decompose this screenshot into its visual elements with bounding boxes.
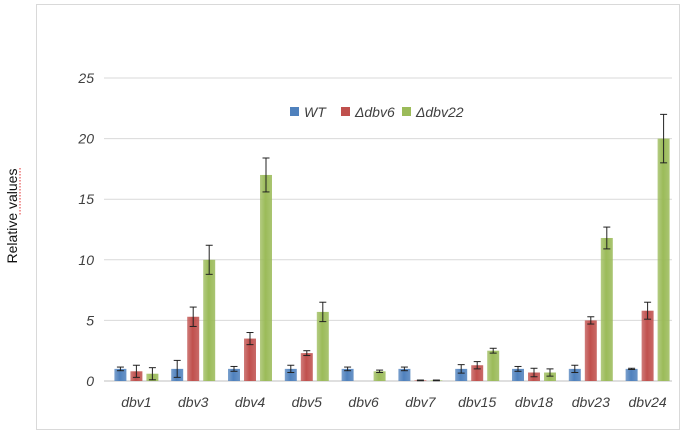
y-tick-label: 5: [86, 312, 94, 328]
bar: [300, 353, 313, 381]
x-category-label: dbv23: [572, 394, 610, 410]
bar: [455, 368, 468, 381]
legend-label: Δdbv6: [354, 104, 395, 120]
bar: [657, 138, 670, 381]
bar: [244, 338, 256, 381]
bar: [641, 310, 654, 381]
legend: WT Δdbv6 Δdbv22: [290, 104, 464, 120]
bar: [600, 237, 613, 381]
x-category-label: dbv18: [515, 394, 553, 410]
bar: [114, 368, 127, 381]
x-category-label: dbv5: [292, 394, 323, 410]
x-category-label: dbv6: [348, 394, 379, 410]
bar: [341, 368, 354, 381]
y-tick-label: 10: [78, 252, 94, 268]
bar: [187, 316, 200, 381]
y-tick-label: 0: [86, 373, 94, 389]
bar: [512, 368, 524, 381]
bar: [625, 368, 638, 381]
y-tick-label: 20: [77, 131, 94, 147]
legend-swatch: [290, 107, 299, 116]
legend-swatch: [341, 107, 350, 116]
chart-frame: [36, 4, 680, 430]
legend-label: WT: [304, 104, 327, 120]
y-axis-title-group: Relative values: [4, 168, 21, 264]
x-category-label: dbv7: [405, 394, 437, 410]
bar: [260, 174, 272, 381]
legend-swatch: [402, 107, 411, 116]
x-category-label: dbv24: [629, 394, 667, 410]
bar: [568, 368, 581, 381]
bar: [284, 368, 297, 381]
x-category-label: dbv3: [178, 394, 209, 410]
y-tick-label: 15: [78, 191, 94, 207]
y-axis-title: Relative values: [4, 169, 20, 264]
bar: [398, 368, 411, 381]
bar: [228, 368, 240, 381]
x-category-label: dbv4: [235, 394, 266, 410]
x-category-label: dbv15: [458, 394, 496, 410]
x-axis-categories: dbv1 dbv3 dbv4 dbv5 dbv6 dbv7 dbv15 dbv18 dbv23 d…: [121, 394, 667, 410]
bar: [584, 320, 597, 381]
bar: [544, 372, 556, 381]
y-tick-label: 25: [77, 70, 94, 86]
bar: [373, 371, 386, 381]
error-bars: [116, 113, 668, 382]
bar: [203, 259, 216, 381]
x-category-label: dbv1: [121, 394, 151, 410]
bar: [316, 311, 329, 381]
legend-label: Δdbv22: [415, 104, 464, 120]
y-axis-ticks: 0 5 10 15 20 25: [77, 70, 94, 389]
bar: [487, 350, 500, 381]
